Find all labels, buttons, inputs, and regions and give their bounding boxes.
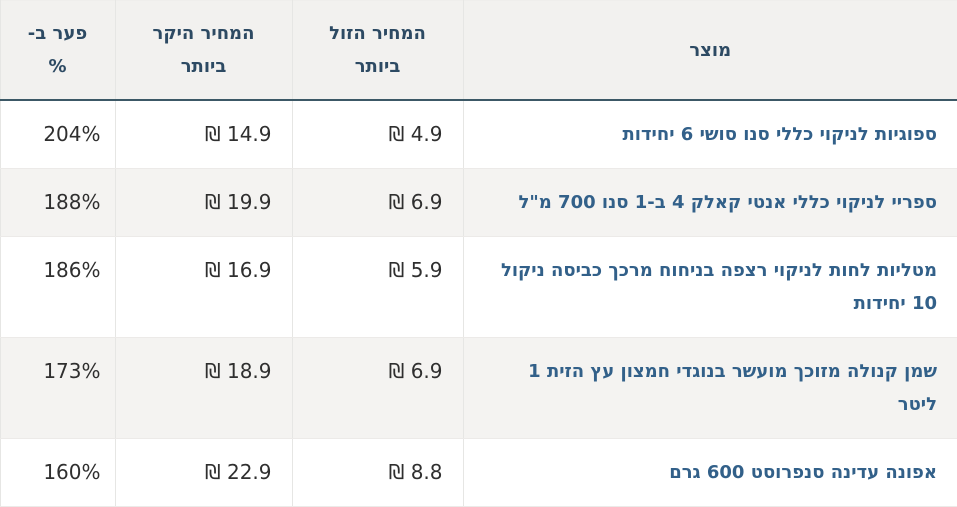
table-row: ספריי לניקוי כללי אנטי קאלק 4 ב-1 סנו 70… bbox=[0, 168, 957, 237]
expensive-price: 16.9 ₪ bbox=[114, 236, 292, 338]
col-header-cheapest: המחיר הזול ביותר bbox=[291, 0, 463, 101]
col-header-product: מוצר bbox=[462, 0, 957, 101]
product-name[interactable]: ספוגיות לניקוי כללי סנו סושי 6 יחידות bbox=[462, 100, 957, 169]
col-header-gap: פער ב- % bbox=[0, 0, 115, 101]
gap-percent: 173% bbox=[0, 337, 115, 439]
gap-percent: 188% bbox=[0, 168, 115, 237]
gap-percent: 204% bbox=[0, 100, 115, 169]
cheapest-price: 5.9 ₪ bbox=[291, 236, 463, 338]
header-row: מוצר המחיר הזול ביותר המחיר היקר ביותר פ… bbox=[0, 0, 957, 101]
cheapest-price: 4.9 ₪ bbox=[291, 100, 463, 169]
cheapest-price: 6.9 ₪ bbox=[291, 168, 463, 237]
table-row: ספוגיות לניקוי כללי סנו סושי 6 יחידות 4.… bbox=[0, 100, 957, 169]
table-row: שמן קנולה מזוכך מועשר בנוגדי חמצון עץ הז… bbox=[0, 337, 957, 439]
cheapest-price: 8.8 ₪ bbox=[291, 438, 463, 507]
expensive-price: 14.9 ₪ bbox=[114, 100, 292, 169]
product-name[interactable]: שמן קנולה מזוכך מועשר בנוגדי חמצון עץ הז… bbox=[462, 337, 957, 439]
gap-percent: 186% bbox=[0, 236, 115, 338]
table-row: מטליות לחות לניקוי רצפה בניחוח מרכך כביס… bbox=[0, 236, 957, 338]
table-body: ספוגיות לניקוי כללי סנו סושי 6 יחידות 4.… bbox=[0, 100, 957, 507]
table-header: מוצר המחיר הזול ביותר המחיר היקר ביותר פ… bbox=[0, 0, 957, 101]
expensive-price: 18.9 ₪ bbox=[114, 337, 292, 439]
product-name[interactable]: מטליות לחות לניקוי רצפה בניחוח מרכך כביס… bbox=[462, 236, 957, 338]
cheapest-price: 6.9 ₪ bbox=[291, 337, 463, 439]
table-row: אפונה עדינה סנפרוסט 600 גרם 8.8 ₪ 22.9 ₪… bbox=[0, 438, 957, 507]
expensive-price: 19.9 ₪ bbox=[114, 168, 292, 237]
gap-percent: 160% bbox=[0, 438, 115, 507]
col-header-expensive: המחיר היקר ביותר bbox=[114, 0, 292, 101]
expensive-price: 22.9 ₪ bbox=[114, 438, 292, 507]
product-name[interactable]: אפונה עדינה סנפרוסט 600 גרם bbox=[462, 438, 957, 507]
product-name[interactable]: ספריי לניקוי כללי אנטי קאלק 4 ב-1 סנו 70… bbox=[462, 168, 957, 237]
